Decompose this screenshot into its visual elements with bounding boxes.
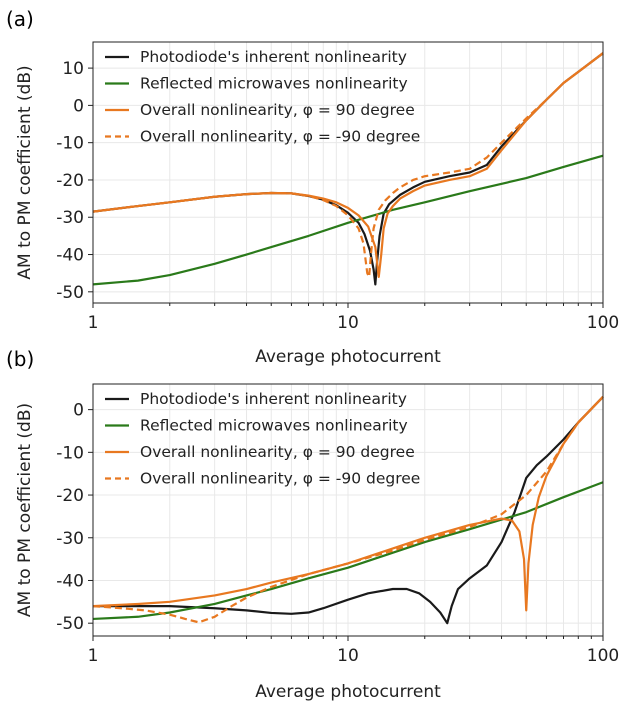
x-tick-label: 1 [88, 313, 99, 333]
legend-entry-4: Overall nonlinearity, φ = -90 degree [140, 128, 420, 146]
y-axis-title: AM to PM coefficient (dB) [15, 403, 35, 617]
chart-panel-a: (a) 1 10 100 -50 -40 -30 -20 -10 0 10 Average photo… [6, 7, 619, 367]
legend-entry-3: Overall nonlinearity, φ = 90 degree [140, 101, 415, 119]
x-axis-title: Average photocurrent [255, 682, 441, 702]
panel-label: (b) [6, 347, 34, 371]
series-line-2 [92, 481, 604, 621]
y-tick-label: -40 [56, 246, 84, 266]
y-tick-label: 0 [73, 401, 84, 421]
y-axis-title: AM to PM coefficient (dB) [15, 65, 35, 279]
legend-entry-2: Reflected microwaves nonlinearity [140, 75, 408, 93]
legend-entry-2: Reflected microwaves nonlinearity [140, 417, 408, 435]
y-tick-label: -50 [56, 283, 84, 303]
chart-panel-b: (b) 1 10 100 -50 -40 -30 -20 -10 0 Average photocu… [6, 347, 619, 702]
series-line-1 [93, 396, 604, 625]
y-tick-label: -30 [56, 208, 84, 228]
x-tick-label: 1 [88, 646, 99, 666]
y-tick-label: -20 [56, 486, 84, 506]
y-tick-label: -20 [56, 171, 84, 191]
x-tick-label: 100 [587, 646, 619, 666]
x-tick-label: 10 [337, 313, 359, 333]
legend: Photodiode's inherent nonlinearity Reflec… [105, 48, 420, 146]
y-tick-label: -30 [56, 529, 84, 549]
x-tick-label: 10 [337, 646, 359, 666]
x-tick-label: 100 [587, 313, 619, 333]
legend-entry-1: Photodiode's inherent nonlinearity [140, 48, 407, 66]
legend: Photodiode's inherent nonlinearity Reflec… [105, 390, 420, 488]
y-tick-label: -10 [56, 134, 84, 154]
legend-entry-1: Photodiode's inherent nonlinearity [140, 390, 407, 408]
grid [93, 384, 603, 636]
y-tick-label: -10 [56, 443, 84, 463]
y-tick-label: 0 [73, 96, 84, 116]
legend-entry-4: Overall nonlinearity, φ = -90 degree [140, 470, 420, 488]
y-tick-label: -50 [56, 614, 84, 634]
legend-entry-3: Overall nonlinearity, φ = 90 degree [140, 443, 415, 461]
y-tick-label: 10 [62, 59, 84, 79]
series-line-3 [92, 396, 604, 612]
series-line-4 [92, 52, 604, 278]
series-line-4 [92, 396, 604, 624]
x-axis-title: Average photocurrent [255, 347, 441, 367]
panel-label: (a) [6, 7, 34, 31]
series-line-2 [92, 154, 604, 286]
y-tick-label: -40 [56, 571, 84, 591]
